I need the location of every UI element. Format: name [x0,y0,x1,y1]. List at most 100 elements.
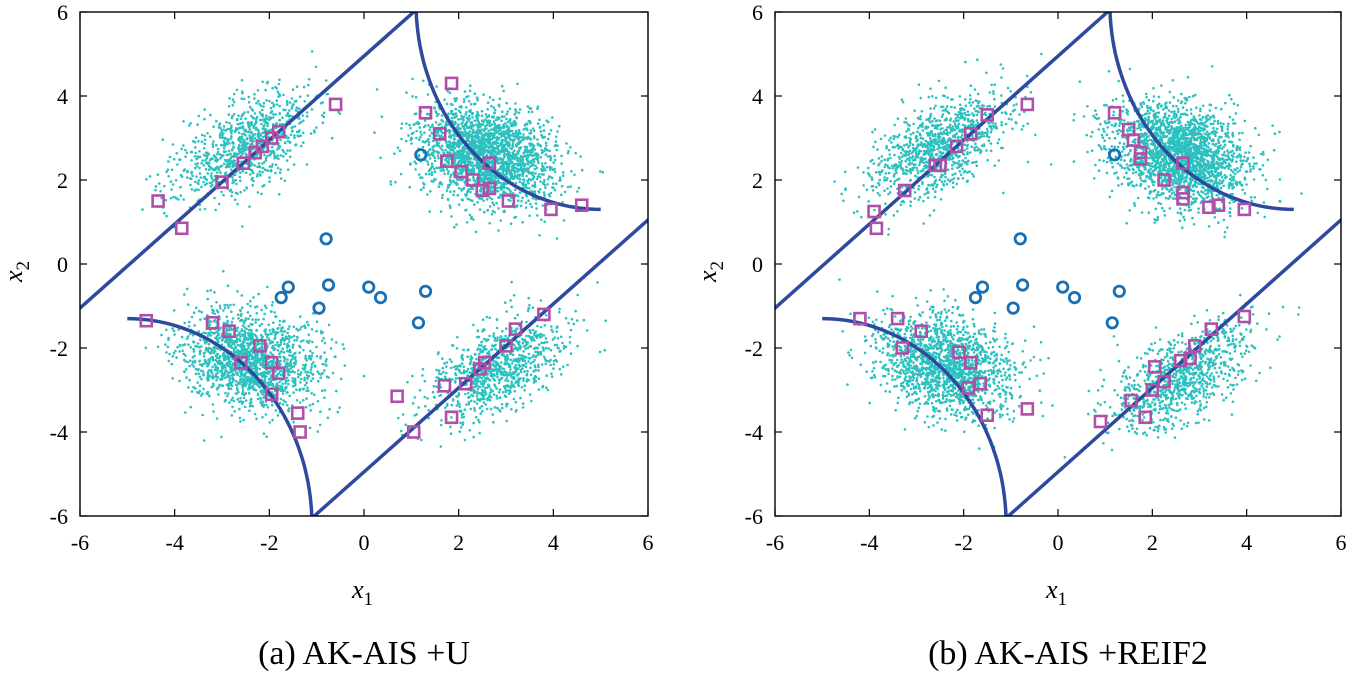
ticks-b: -6 -4 -2 0 2 4 6 6 4 2 0 -2 -4 -6 [745,0,1347,555]
x-axis-label-a: x1 [351,575,373,610]
added-sample-marker [151,194,165,208]
initial-sample-marker [1067,290,1082,305]
added-sample-marker [432,127,447,141]
added-sample-marker [895,341,910,355]
y-tick-label: 4 [752,84,763,109]
added-sample-marker [444,76,459,91]
initial-sample-marker [1016,278,1030,292]
added-sample-marker [1145,383,1160,397]
added-sample-marker [537,307,551,322]
initial-sample-marker [274,290,288,305]
added-sample-marker [1147,360,1162,374]
added-sample-marker [914,324,929,339]
y-axis-label-b: x2 [693,261,728,283]
added-sample-marker [482,181,497,196]
y-tick-label: -6 [745,504,763,529]
added-sample-marker [1157,173,1171,187]
x-tick-label: -2 [955,530,973,555]
y-tick-label: 2 [57,168,68,193]
added-sample-marker [501,194,516,208]
sample-cluster [1087,293,1301,452]
initial-sample-marker [281,280,295,294]
added-sample-marker [890,311,905,326]
added-sample-marker [952,345,966,360]
initial-sample-marker [1112,284,1126,298]
added-sample-marker [980,108,995,122]
sample-cluster [141,50,342,229]
added-sample-marker [236,156,251,170]
sample-cluster [838,278,1067,459]
added-sample-marker [1237,202,1252,217]
y-tick-label: 0 [752,252,763,277]
y-axis-label-a: x2 [0,261,34,283]
initial-sample-marker [321,278,336,292]
y-tick-label: 6 [57,0,68,25]
initial-sample-marker [411,316,426,330]
x-tick-label: 4 [1241,530,1252,555]
y-tick-label: 4 [57,84,68,109]
added-sample-marker [853,311,867,326]
added-sample-marker [499,339,513,353]
added-sample-marker [271,366,286,381]
added-sample-marker [961,381,976,395]
x-tick-label: 0 [359,530,370,555]
added-sample-marker [264,387,279,402]
added-sample-marker [1020,97,1035,112]
added-sample-marker [466,173,480,187]
initial-sample-marker [1006,301,1020,315]
initial-sample-marker [1105,316,1119,330]
x-tick-label: 6 [1336,530,1347,555]
caption-a: (a) AK-AIS +U [258,635,470,672]
y-tick-label: 0 [57,252,68,277]
initial-sample-marker [373,290,388,305]
added-sample-marker [234,355,248,370]
initial-sample-marker [312,301,326,315]
added-sample-marker [1093,414,1108,429]
panel-a: -6 -4 -2 0 2 4 6 6 4 2 0 -2 -4 -6 x1 x2 (a) AK-AIS +U [0,0,654,672]
added-sample-marker [1187,339,1202,353]
plot-area-b [775,12,1341,516]
added-sample-marker [1157,374,1171,389]
initial-sample-marker [418,284,433,298]
boundary-line [1006,218,1341,516]
sample-cluster [144,269,366,442]
added-sample-marker [1173,353,1188,368]
added-sample-marker [253,339,267,353]
added-sample-marker [963,355,978,370]
boundary-curve [822,316,1008,516]
boundary-line [80,12,416,310]
added-sample-marker [980,408,995,423]
added-sample-marker [867,204,881,219]
sample-cluster [397,280,607,448]
added-sample-marker [293,425,307,439]
added-sample-marker [508,322,523,336]
axes-frame-b [774,11,1342,517]
added-sample-marker [897,183,912,198]
added-sample-marker [264,131,279,145]
added-sample-marker [1133,152,1148,166]
y-tick-label: -6 [50,504,68,529]
x-tick-label: 2 [453,530,464,555]
added-sample-marker [1176,156,1190,170]
x-axis-label-b: x1 [1045,575,1067,610]
plot-area-a [80,12,648,516]
boundary-curve [127,316,314,516]
added-sample-marker [174,221,189,236]
added-sample-marker [1138,410,1153,425]
added-sample-marker [1107,106,1122,120]
initial-sample-marker [319,232,333,246]
x-tick-label: -6 [71,530,89,555]
axes-frame-a [79,11,649,517]
y-tick-label: -2 [745,336,763,361]
added-sample-marker [264,355,279,370]
panel-b: -6 -4 -2 0 2 4 6 6 4 2 0 -2 -4 -6 x1 x2 (b) AK-AIS +R… [693,0,1347,672]
added-sample-marker [1126,133,1141,147]
added-sample-marker [473,362,487,376]
y-tick-label: -2 [50,336,68,361]
added-sample-marker [440,154,454,168]
added-sample-marker [1020,402,1035,416]
added-sample-marker [1176,192,1190,206]
added-sample-marker [390,389,404,404]
added-sample-marker [574,198,589,212]
sample-cluster [833,52,1043,236]
